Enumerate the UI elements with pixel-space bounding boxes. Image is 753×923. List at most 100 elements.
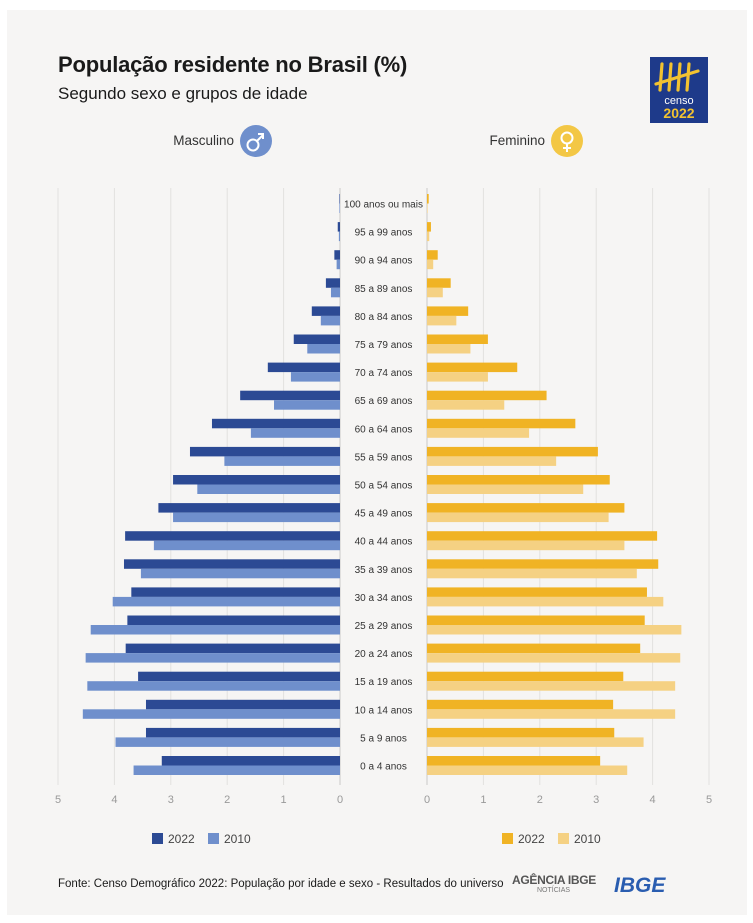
x-tick-left: 5 <box>55 794 61 806</box>
legend-swatch-female-2022 <box>502 833 513 844</box>
bar-male-2022 <box>131 587 340 597</box>
bar-female-2022 <box>427 615 645 625</box>
bar-female-2010 <box>427 681 676 691</box>
bar-male-2022 <box>173 475 340 485</box>
bar-female-2022 <box>427 531 658 541</box>
bar-female-2022 <box>427 334 488 344</box>
bar-female-2022 <box>427 503 625 513</box>
bar-male-2022 <box>311 306 340 316</box>
bar-female-2022 <box>427 475 610 485</box>
bar-female-2022 <box>427 643 641 654</box>
bar-male-2022 <box>337 222 340 232</box>
x-tick-left: 1 <box>281 794 287 806</box>
age-group-label: 100 anos ou mais <box>344 200 423 211</box>
bar-male-2022 <box>145 727 340 738</box>
bar-female-2010 <box>427 259 434 270</box>
x-tick-right: 4 <box>650 794 656 806</box>
age-group-label: 25 a 29 anos <box>355 621 413 632</box>
bar-male-2022 <box>293 334 340 344</box>
bar-female-2022 <box>427 699 614 710</box>
bar-female-2022 <box>427 446 598 457</box>
bar-male-2010 <box>320 315 340 326</box>
legend-swatch-male-2010 <box>208 833 219 844</box>
bar-male-2010 <box>133 765 340 775</box>
age-group-label: 55 a 59 anos <box>355 452 413 463</box>
x-tick-left: 0 <box>337 794 343 806</box>
agencia-ibge-logo: AGÊNCIA IBGE <box>512 873 596 887</box>
bar-male-2022 <box>125 643 341 654</box>
x-tick-right: 0 <box>424 794 430 806</box>
bar-female-2022 <box>427 390 547 401</box>
bar-female-2010 <box>427 737 644 747</box>
bar-female-2022 <box>427 587 647 597</box>
bar-male-2022 <box>267 362 340 373</box>
bar-female-2022 <box>427 727 615 738</box>
age-group-label: 60 a 64 anos <box>355 424 413 435</box>
bar-female-2010 <box>427 653 681 663</box>
bar-male-2022 <box>138 671 340 682</box>
source-note: Fonte: Censo Demográfico 2022: População… <box>58 878 504 890</box>
bar-male-2010 <box>85 653 340 663</box>
bar-male-2010 <box>336 259 340 270</box>
age-group-label: 15 a 19 anos <box>355 677 413 688</box>
male-symbol-icon <box>240 125 272 157</box>
bar-female-2010 <box>427 596 664 607</box>
bar-female-2022 <box>427 559 659 569</box>
bar-male-2022 <box>161 756 340 766</box>
bar-female-2010 <box>427 484 584 494</box>
age-group-label: 35 a 39 anos <box>355 565 413 576</box>
infographic-card <box>7 10 747 915</box>
bar-male-2010 <box>82 709 340 719</box>
bar-male-2010 <box>307 344 340 354</box>
bar-male-2010 <box>250 428 340 438</box>
ibge-logo: IBGE <box>614 874 666 897</box>
bar-female-2010 <box>427 315 457 326</box>
bar-female-2010 <box>427 344 471 354</box>
censo-2022-logo: censo 2022 <box>650 57 708 123</box>
agencia-ibge-sub: NOTÍCIAS <box>537 887 571 894</box>
bar-female-2010 <box>427 456 557 466</box>
bar-male-2010 <box>87 681 340 691</box>
bar-female-2022 <box>427 278 451 288</box>
bar-female-2010 <box>427 428 530 438</box>
bar-female-2010 <box>427 540 625 551</box>
bar-female-2022 <box>427 194 429 204</box>
x-tick-right: 3 <box>593 794 599 806</box>
age-group-label: 65 a 69 anos <box>355 396 413 407</box>
bar-female-2022 <box>427 671 624 682</box>
legend-label-female-2010: 2010 <box>574 832 601 846</box>
legend-swatch-female-2010 <box>558 833 569 844</box>
age-group-label: 95 a 99 anos <box>355 228 413 239</box>
bar-female-2010 <box>427 287 443 298</box>
bar-male-2022 <box>325 278 340 288</box>
bar-male-2022 <box>240 390 340 401</box>
bar-male-2022 <box>189 446 340 457</box>
age-group-label: 10 a 14 anos <box>355 705 413 716</box>
age-group-label: 70 a 74 anos <box>355 368 413 379</box>
bar-male-2010 <box>173 512 340 523</box>
female-symbol-icon <box>551 125 583 157</box>
legend-male: 2022 2010 <box>152 832 251 846</box>
bar-male-2010 <box>224 456 340 466</box>
age-group-label: 50 a 54 anos <box>355 481 413 492</box>
age-group-label: 5 a 9 anos <box>360 733 407 744</box>
age-group-label: 30 a 34 anos <box>355 593 413 604</box>
bar-female-2022 <box>427 250 438 260</box>
female-header-label: Feminino <box>489 133 545 148</box>
age-group-label: 75 a 79 anos <box>355 340 413 351</box>
legend-label-male-2022: 2022 <box>168 832 195 846</box>
bar-male-2010 <box>330 287 340 298</box>
x-tick-right: 5 <box>706 794 712 806</box>
bar-male-2010 <box>90 625 340 635</box>
legend-label-female-2022: 2022 <box>518 832 545 846</box>
bars <box>82 194 682 775</box>
chart-subtitle: Segundo sexo e grupos de idade <box>58 84 308 103</box>
bar-male-2010 <box>274 400 340 410</box>
bar-male-2022 <box>145 699 340 710</box>
female-header: Feminino <box>489 125 583 157</box>
bar-female-2010 <box>427 625 682 635</box>
x-tick-right: 1 <box>480 794 486 806</box>
bar-male-2022 <box>127 615 340 625</box>
bar-female-2010 <box>427 765 628 775</box>
